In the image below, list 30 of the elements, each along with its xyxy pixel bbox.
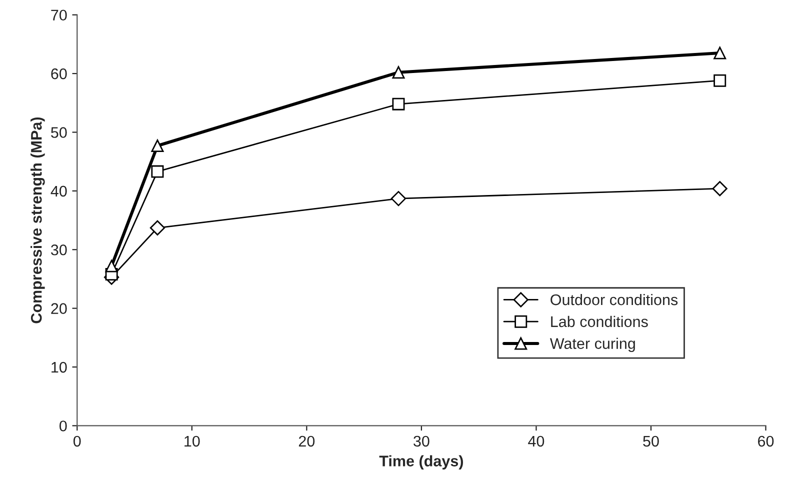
x-tick-label: 60	[758, 436, 774, 447]
point	[390, 190, 406, 206]
x-tick-label: 0	[73, 436, 81, 447]
y-tick-label: 20	[51, 303, 67, 314]
x-tick-label: 40	[528, 436, 544, 447]
y-tick-label: 50	[51, 127, 67, 138]
y-tick-label: 30	[50, 244, 67, 256]
point	[150, 220, 166, 236]
legend-label: Lab conditions	[551, 316, 648, 328]
point	[714, 74, 726, 87]
y-tick-label: 10	[52, 362, 67, 373]
point	[151, 165, 164, 178]
x-tick-label: 10	[184, 436, 200, 447]
point	[712, 181, 728, 196]
y-tick-label: 0	[60, 420, 67, 432]
point	[714, 46, 726, 60]
point	[392, 98, 405, 110]
x-tick-label: 20	[298, 436, 315, 447]
point	[151, 139, 164, 152]
y-tick-label: 60	[51, 68, 67, 80]
legend-label: Outdoor conditions	[550, 294, 678, 306]
y-tick-label: 70	[51, 10, 67, 21]
y-tick-label: 40	[50, 186, 67, 197]
y-axis-title: Compressive strength (MPa)	[30, 117, 45, 324]
x-tick-label: 30	[414, 436, 430, 447]
point	[392, 66, 405, 79]
point	[105, 260, 118, 272]
legend-label: Water curing	[550, 338, 635, 352]
x-axis-title: Time (days)	[379, 455, 463, 470]
x-tick-label: 50	[643, 436, 659, 447]
